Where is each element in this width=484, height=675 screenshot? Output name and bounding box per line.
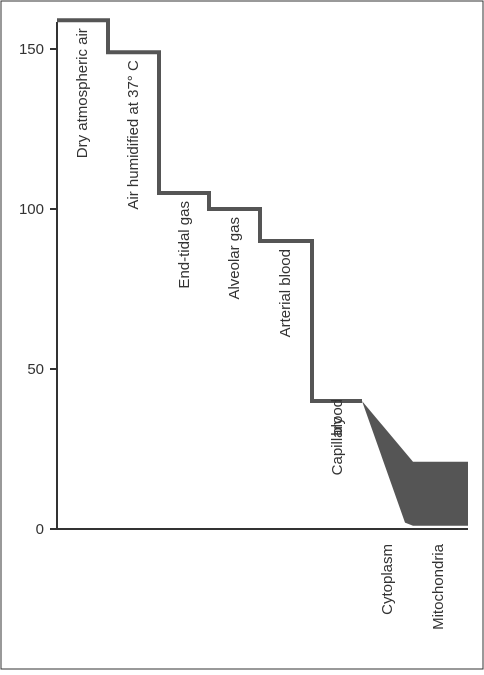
y-ticks: 0 50 100 150 xyxy=(19,41,57,538)
y-tick-label: 0 xyxy=(36,521,44,538)
compartment-label: Mitochondria xyxy=(430,543,447,630)
y-tick-label: 50 xyxy=(27,361,44,378)
stage-label: End-tidal gas xyxy=(176,201,193,289)
compartment-label: Cytoplasm xyxy=(379,544,396,615)
shaded-cell-region xyxy=(362,401,468,526)
stage-label: Air humidified at 37° C xyxy=(125,60,142,210)
y-tick-label: 150 xyxy=(19,41,44,58)
oxygen-cascade-line xyxy=(57,18,362,403)
stage-label: Arterial blood xyxy=(277,249,294,337)
stage-label: Alveolar gas xyxy=(226,217,243,300)
stage-label: Capillaryblood xyxy=(329,399,346,475)
y-tick-label: 100 xyxy=(19,201,44,218)
stage-label: Dry atmospheric air xyxy=(74,28,91,158)
chart-marks xyxy=(57,18,468,526)
stage-labels: Dry atmospheric air Air humidified at 37°… xyxy=(74,28,447,630)
